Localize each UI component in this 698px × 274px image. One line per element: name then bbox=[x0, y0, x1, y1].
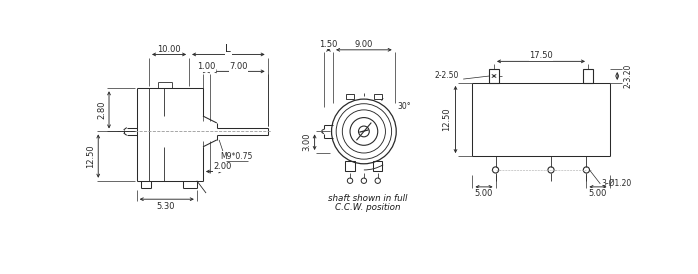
Text: 5.00: 5.00 bbox=[589, 189, 607, 198]
Bar bbox=[374, 94, 382, 99]
Bar bbox=[373, 161, 383, 171]
Text: 30°: 30° bbox=[398, 102, 411, 111]
Text: 12.50: 12.50 bbox=[443, 108, 452, 131]
Bar bbox=[346, 161, 355, 171]
Text: 5.00: 5.00 bbox=[475, 189, 493, 198]
Text: 5.30: 5.30 bbox=[156, 202, 174, 211]
Bar bbox=[489, 69, 498, 83]
Text: 2.80: 2.80 bbox=[98, 101, 107, 119]
Text: 12.50: 12.50 bbox=[86, 144, 95, 168]
Text: 2.00: 2.00 bbox=[213, 162, 232, 171]
Text: 10.00: 10.00 bbox=[157, 45, 181, 53]
Text: M9*0.75: M9*0.75 bbox=[221, 152, 253, 161]
Text: shaft shown in full: shaft shown in full bbox=[328, 194, 408, 203]
Text: 3.00: 3.00 bbox=[302, 133, 311, 152]
Text: L: L bbox=[225, 44, 231, 54]
Text: 7.00: 7.00 bbox=[230, 62, 248, 71]
Text: C.C.W. position: C.C.W. position bbox=[335, 203, 401, 212]
Text: 1.00: 1.00 bbox=[198, 62, 216, 71]
Text: 17.50: 17.50 bbox=[529, 52, 553, 61]
Text: 1.50: 1.50 bbox=[319, 40, 338, 49]
Bar bbox=[584, 69, 593, 83]
Text: 3-Ø1.20: 3-Ø1.20 bbox=[602, 179, 632, 188]
Text: 2-3.20: 2-3.20 bbox=[623, 64, 632, 88]
Text: 2-2.50: 2-2.50 bbox=[434, 72, 459, 81]
Bar bbox=[346, 94, 354, 99]
Text: 9.00: 9.00 bbox=[355, 40, 373, 49]
